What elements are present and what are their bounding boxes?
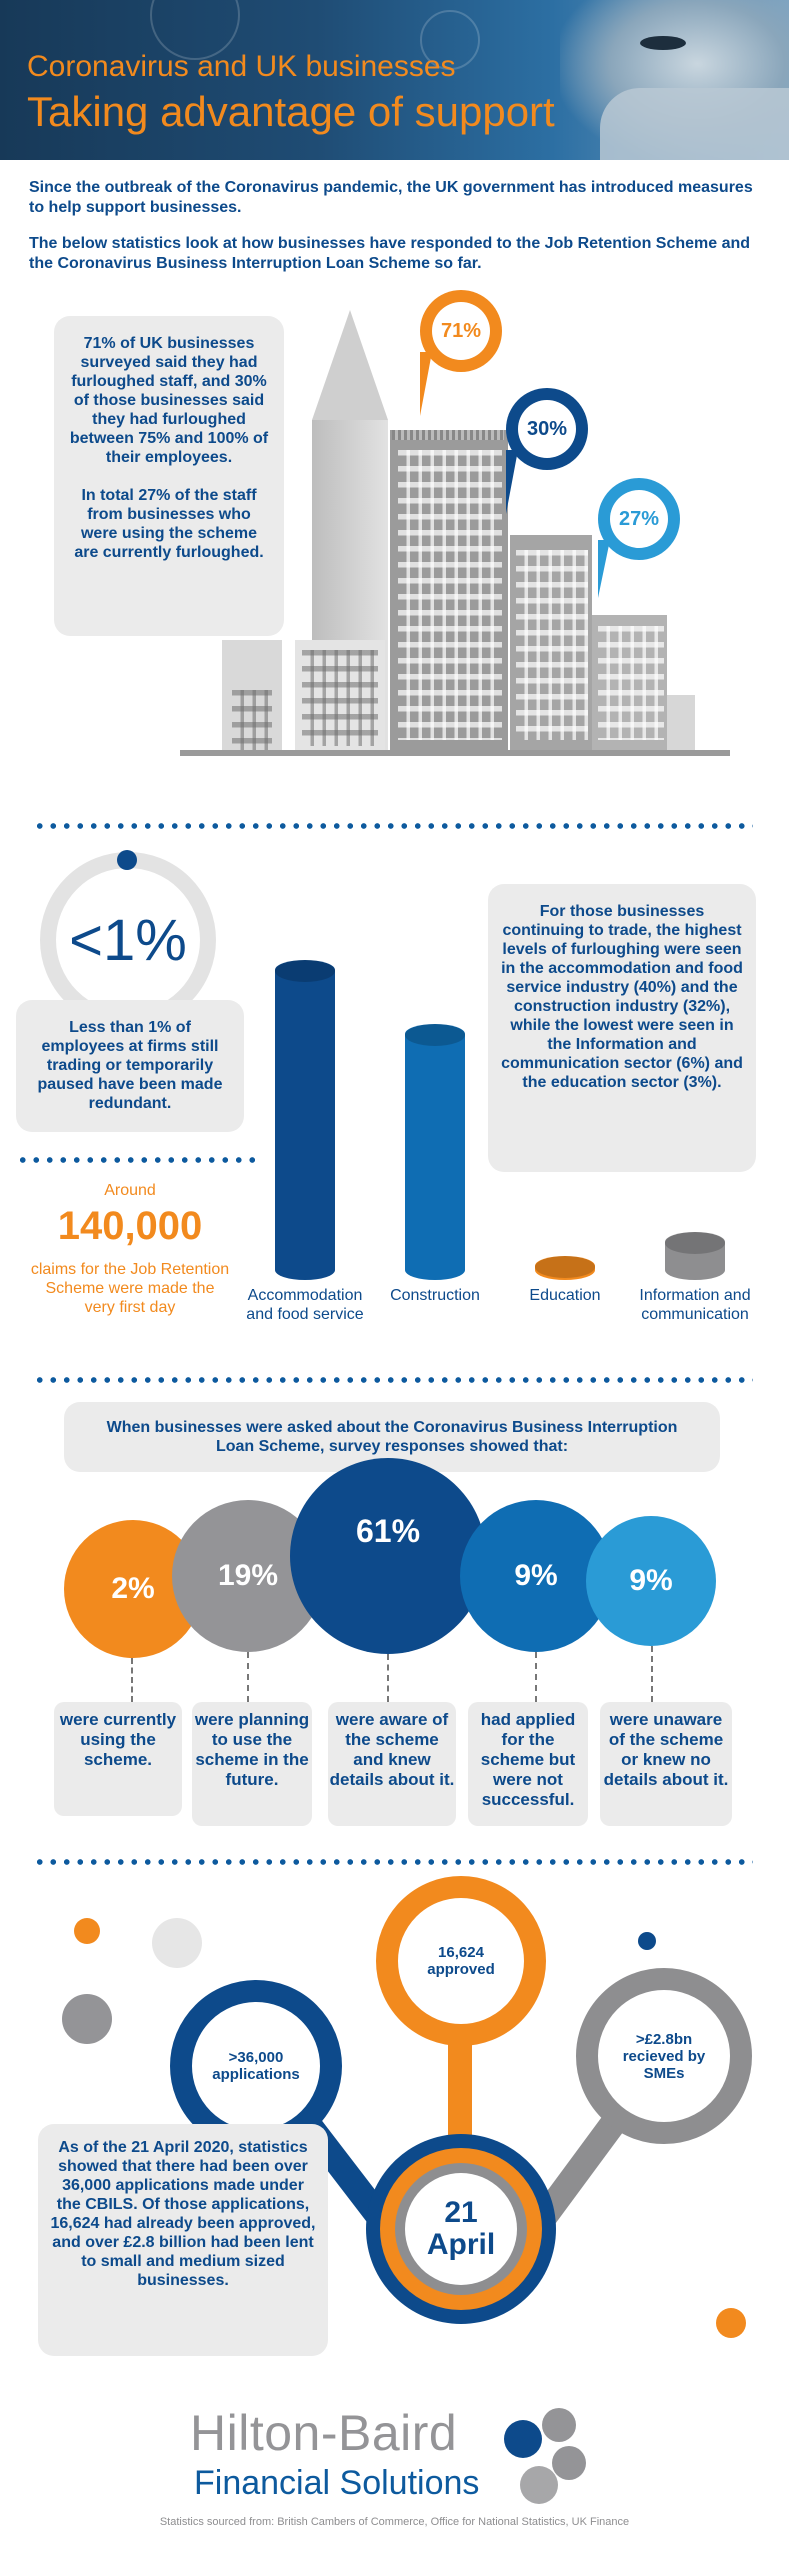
brand-logo-dot <box>552 2446 586 2480</box>
response-text-19: were planning to use the scheme in the f… <box>192 1702 312 1826</box>
furlough-text-1: 71% of UK businesses surveyed said they … <box>69 335 269 466</box>
bar-0 <box>275 960 335 1280</box>
bar-labels: Accommodation and food service Constructi… <box>240 1286 760 1346</box>
dotted-divider-short <box>16 1156 258 1164</box>
april-hub-outer: 21 April <box>366 2134 556 2324</box>
pin-27: 27% <box>598 478 680 560</box>
april-month: April <box>426 2228 496 2261</box>
virus-decoration <box>420 10 480 70</box>
furlough-text-2: In total 27% of the staff from businesse… <box>74 487 264 561</box>
bar-3 <box>665 1232 725 1280</box>
dotted-divider <box>33 1376 753 1384</box>
bar-label-3: Information and communication <box>639 1287 751 1323</box>
received-circle: >£2.8bn recieved by SMEs <box>576 1968 752 2144</box>
decor-dot <box>74 1918 100 1944</box>
response-text-9-applied: had applied for the scheme but were not … <box>468 1702 588 1826</box>
response-text-61: were aware of the scheme and knew detail… <box>328 1702 456 1826</box>
brand-logo-dot <box>520 2466 558 2504</box>
redundancy-text: Less than 1% of employees at firms still… <box>37 1019 223 1112</box>
ring-marker <box>117 850 137 870</box>
april-day: 21 <box>444 2196 478 2229</box>
cbils-intro: When businesses were asked about the Cor… <box>106 1419 678 1455</box>
decor-dot <box>716 2308 746 2338</box>
bar-cap-3 <box>665 1232 725 1254</box>
approved-circle: 16,624 approved <box>376 1876 546 2046</box>
dotted-divider <box>33 1858 753 1866</box>
bar-label-2: Education <box>529 1287 601 1304</box>
brand-logo-dot <box>504 2420 542 2458</box>
response-text-9-unaware: were unaware of the scheme or knew no de… <box>600 1702 732 1826</box>
bar-cap-1 <box>405 1024 465 1046</box>
april-text: As of the 21 April 2020, statistics show… <box>50 2139 316 2289</box>
header-title: Taking advantage of support <box>27 88 555 135</box>
response-circle-9-unaware: 9% <box>586 1516 716 1646</box>
response-text-2: were currently using the scheme. <box>54 1702 182 1816</box>
sectors-text: For those businesses continuing to trade… <box>501 903 743 1091</box>
pin-71: 71% <box>420 290 502 372</box>
claims-number: 140,000 <box>57 1204 203 1248</box>
decor-dot <box>152 1918 202 1968</box>
bar-label-0: Accommodation and food service <box>246 1287 364 1323</box>
city-skyline <box>180 300 740 790</box>
furlough-sector-chart <box>240 930 760 1280</box>
bar-1 <box>405 1024 465 1280</box>
decor-dot <box>62 1994 112 2044</box>
bar-2 <box>535 1256 595 1280</box>
redundancy-big-label: <1% <box>69 907 187 973</box>
bar-cap-2 <box>535 1256 595 1278</box>
intro-paragraph-1: Since the outbreak of the Coronavirus pa… <box>29 179 753 216</box>
header-subtitle: Coronavirus and UK businesses <box>27 50 456 83</box>
dotted-divider <box>33 822 753 830</box>
sectors-text-box: For those businesses continuing to trade… <box>488 884 756 1172</box>
decor-dot <box>638 1932 656 1950</box>
brand-name: Hilton-Baird <box>190 2405 458 2461</box>
claims-prefix: Around <box>104 1182 156 1199</box>
header-banner <box>0 0 789 160</box>
brand-logo-dot <box>542 2408 576 2442</box>
bar-cap-0 <box>275 960 335 982</box>
redundancy-text-box: Less than 1% of employees at firms still… <box>16 1000 244 1132</box>
brand-tagline: Financial Solutions <box>194 2464 480 2502</box>
sources-note: Statistics sourced from: British Cambers… <box>159 2516 630 2528</box>
response-circle-61: 61% <box>290 1458 486 1654</box>
ground-line <box>180 750 730 756</box>
claims-text: claims for the Job Retention Scheme were… <box>30 1261 230 1316</box>
april-text-box: As of the 21 April 2020, statistics show… <box>38 2124 328 2356</box>
pin-30: 30% <box>506 388 588 470</box>
intro-paragraph-2: The below statistics look at how busines… <box>29 235 751 272</box>
bar-label-1: Construction <box>390 1287 480 1304</box>
furlough-text-box: 71% of UK businesses surveyed said they … <box>54 316 284 636</box>
mask-shape <box>600 88 789 160</box>
tower-spire <box>312 310 388 420</box>
eye-shape <box>640 36 686 50</box>
